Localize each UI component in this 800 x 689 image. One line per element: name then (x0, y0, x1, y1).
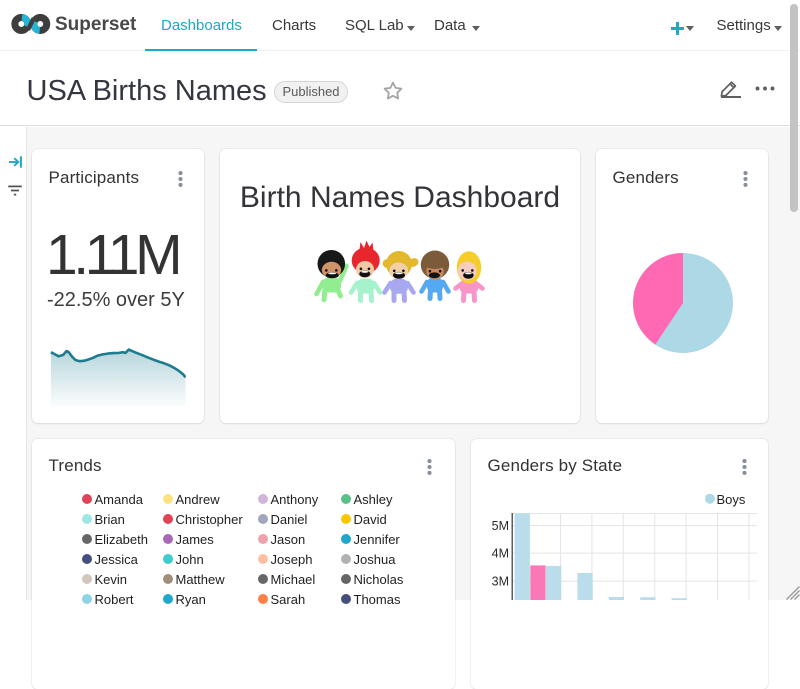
svg-text:5M: 5M (492, 519, 509, 533)
svg-text:4M: 4M (492, 547, 509, 561)
svg-text:3M: 3M (492, 575, 509, 589)
